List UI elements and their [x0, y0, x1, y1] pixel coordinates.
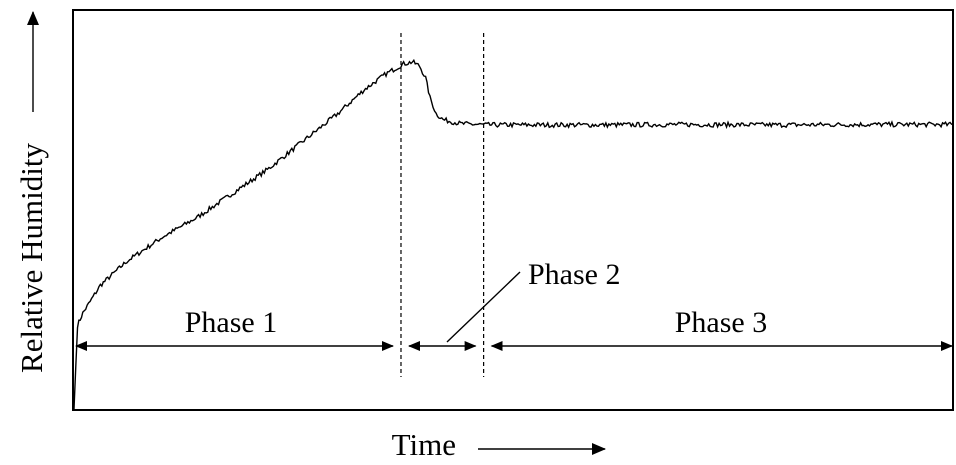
phase-dividers: [400, 33, 485, 377]
phase-3-label: Phase 3: [675, 306, 768, 339]
plot-frame: [72, 9, 954, 411]
x-axis-label: Time: [392, 427, 456, 462]
phase-2-leader-line: [446, 271, 521, 343]
phase-2-label: Phase 2: [528, 258, 621, 291]
humidity-curve: [73, 58, 954, 410]
phase-1-label: Phase 1: [185, 306, 278, 339]
y-axis-label: Relative Humidity: [14, 143, 49, 373]
